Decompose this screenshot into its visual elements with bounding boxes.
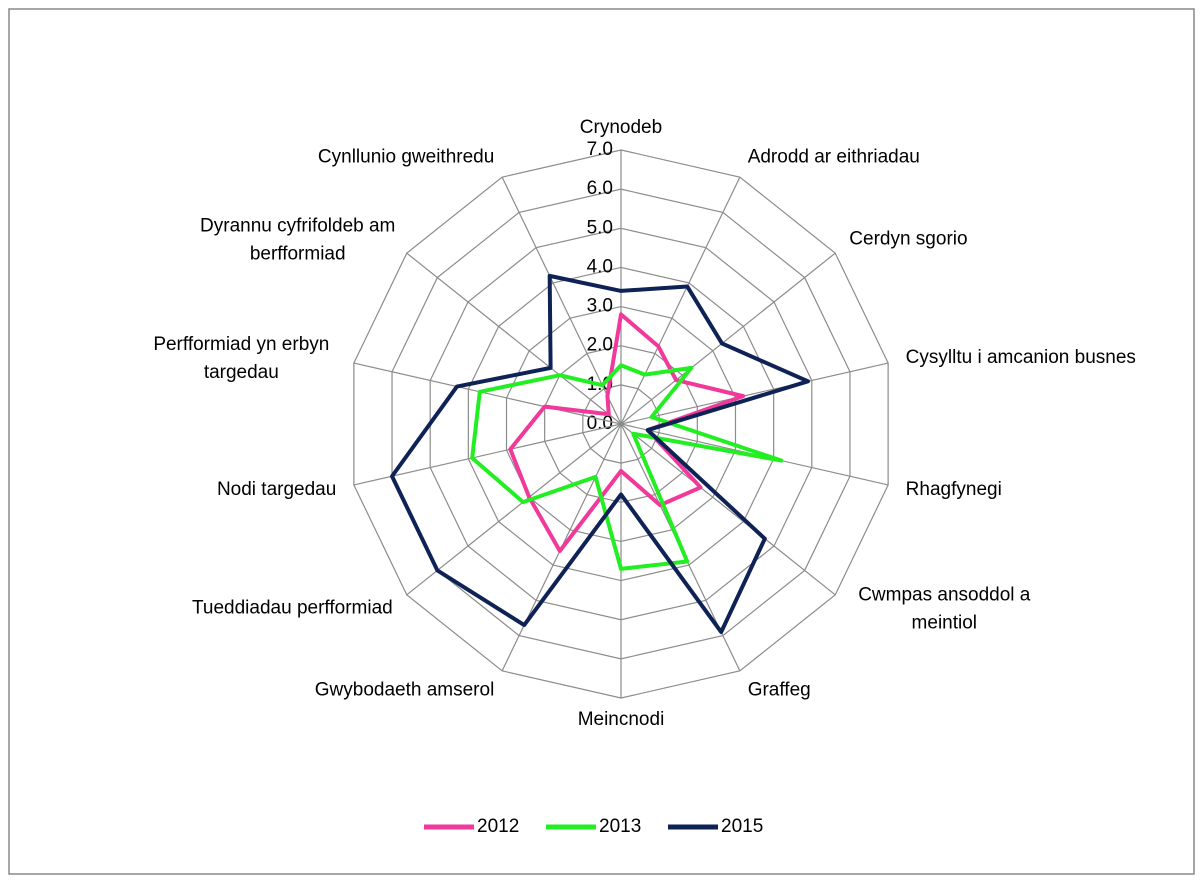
spoke (501, 176, 622, 425)
y-tick-label: 3.0 (587, 296, 613, 317)
category-label: Adrodd ar eithriadau (748, 146, 920, 167)
legend-label: 2015 (721, 816, 763, 837)
y-tick-label: 6.0 (587, 178, 613, 199)
spoke (353, 423, 622, 486)
y-tick-label: 2.0 (587, 335, 613, 356)
category-label: Cysylltu i amcanion busnes (906, 347, 1136, 368)
category-label: Cwmpas ansoddol a meintiol (858, 585, 1031, 634)
category-label: Meincnodi (578, 709, 665, 730)
category-label: Cerdyn sgorio (849, 228, 967, 249)
spoke (620, 176, 741, 425)
series-line (508, 312, 746, 553)
chart-border (8, 8, 1195, 875)
spoke (353, 362, 622, 425)
category-label: Gwybodaeth amserol (315, 680, 495, 701)
y-tick-label: 4.0 (587, 256, 613, 277)
spoke (620, 252, 836, 425)
spoke (406, 423, 622, 596)
category-label: Cynllunio gweithredu (318, 146, 494, 167)
spoke (620, 423, 836, 596)
category-label: Crynodeb (580, 117, 662, 138)
category-label: Dyrannu cyfrifoldeb am berfformiad (200, 215, 395, 264)
category-label: Rhagfynegi (906, 479, 1002, 500)
y-tick-label: 5.0 (587, 217, 613, 238)
category-label: Tueddiadau perfformiad (192, 598, 393, 619)
series-line (470, 363, 784, 571)
spoke (620, 362, 889, 425)
category-label: Graffeg (748, 680, 811, 701)
category-label: Perfformiad yn erbyn targedau (153, 334, 329, 383)
y-tick-label: 7.0 (587, 139, 613, 160)
legend-label: 2013 (599, 816, 641, 837)
spoke (406, 252, 622, 425)
series-line (390, 273, 810, 635)
legend-label: 2012 (477, 816, 519, 837)
category-label: Nodi targedau (217, 479, 336, 500)
